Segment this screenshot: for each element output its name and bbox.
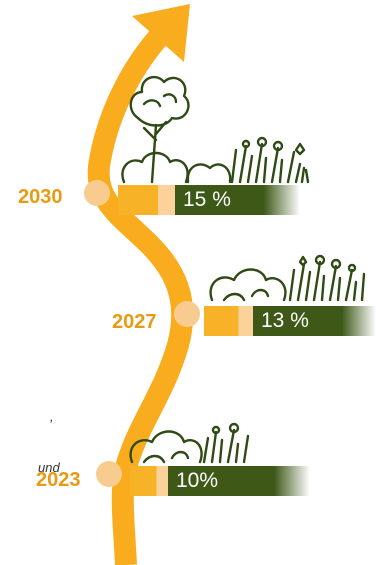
share-bar-fill [118, 185, 175, 215]
caption-line-2: und [38, 460, 60, 475]
timeline-marker [96, 461, 122, 487]
timeline-marker [84, 180, 110, 206]
share-bar-fill [130, 466, 168, 496]
share-percent-label: 13 % [261, 309, 309, 332]
side-caption: , und [0, 374, 60, 510]
share-bar-fill [204, 306, 253, 336]
vegetation-2023-illustration [129, 422, 250, 464]
timeline-marker [174, 301, 200, 327]
share-percent-label: 15 % [183, 188, 231, 211]
share-bar: 15 % [118, 185, 300, 215]
share-percent-label: 10% [176, 469, 219, 492]
year-label: 2027 [112, 311, 157, 333]
year-label: 2023 [36, 469, 81, 491]
arrow-head [132, 4, 190, 62]
growth-arrow-path [87, 30, 194, 565]
share-bar: 10% [130, 466, 310, 496]
vegetation-2030-illustration [121, 75, 310, 184]
caption-line-1: , [50, 409, 54, 424]
share-bar: 13 % [204, 306, 376, 336]
year-label: 2030 [18, 186, 63, 208]
vegetation-2027-illustration [209, 254, 366, 302]
